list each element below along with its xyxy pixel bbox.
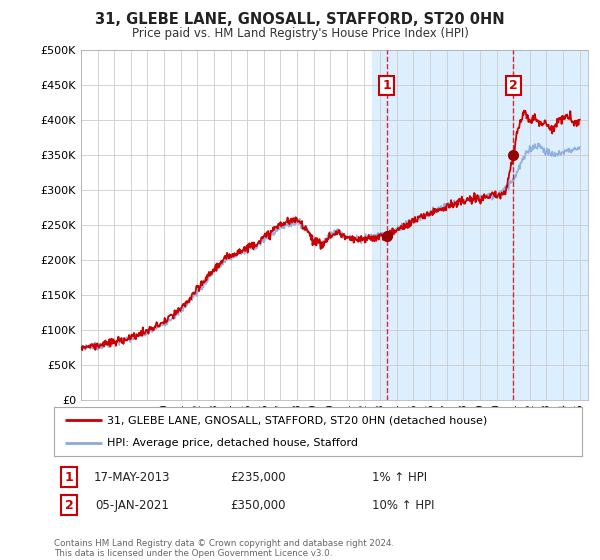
Text: £235,000: £235,000 — [230, 470, 286, 484]
Text: Contains HM Land Registry data © Crown copyright and database right 2024.
This d: Contains HM Land Registry data © Crown c… — [54, 539, 394, 558]
Text: 2: 2 — [509, 79, 518, 92]
Text: 31, GLEBE LANE, GNOSALL, STAFFORD, ST20 0HN (detached house): 31, GLEBE LANE, GNOSALL, STAFFORD, ST20 … — [107, 416, 487, 426]
Text: 1: 1 — [65, 470, 73, 484]
Text: 1% ↑ HPI: 1% ↑ HPI — [372, 470, 427, 484]
Text: 10% ↑ HPI: 10% ↑ HPI — [372, 498, 434, 512]
Text: 17-MAY-2013: 17-MAY-2013 — [94, 470, 170, 484]
Text: 31, GLEBE LANE, GNOSALL, STAFFORD, ST20 0HN: 31, GLEBE LANE, GNOSALL, STAFFORD, ST20 … — [95, 12, 505, 27]
Bar — [372, 50, 588, 400]
Text: 1: 1 — [382, 79, 391, 92]
Text: HPI: Average price, detached house, Stafford: HPI: Average price, detached house, Staf… — [107, 438, 358, 448]
Text: £350,000: £350,000 — [230, 498, 286, 512]
Text: Price paid vs. HM Land Registry's House Price Index (HPI): Price paid vs. HM Land Registry's House … — [131, 27, 469, 40]
Text: 2: 2 — [65, 498, 73, 512]
Text: 05-JAN-2021: 05-JAN-2021 — [95, 498, 169, 512]
